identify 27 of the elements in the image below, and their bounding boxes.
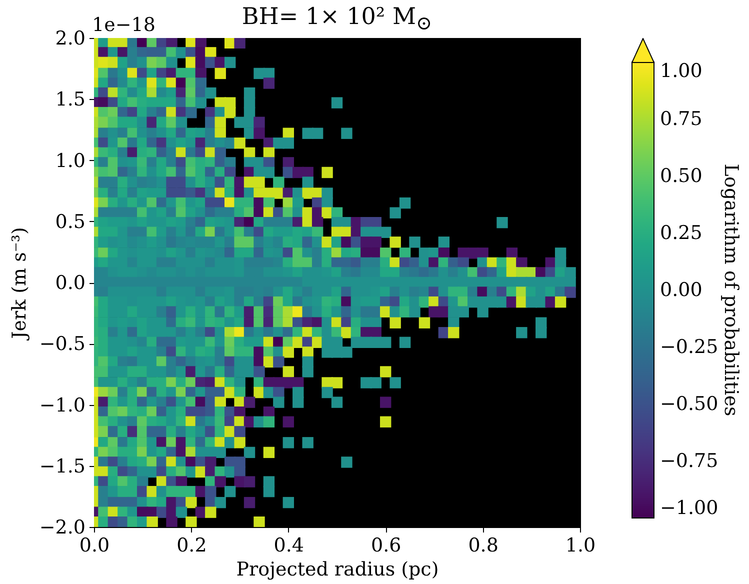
color-bar-label: 0.75 (660, 108, 702, 130)
color-bar-label: −1.00 (660, 497, 718, 519)
y-tick-label: −1.0 (39, 394, 86, 416)
color-bar-title: Logarithm of probabilities (720, 164, 742, 416)
x-tick-label: 0.6 (370, 534, 402, 556)
y-axis-title: Jerk (m s⁻³) (8, 227, 30, 341)
color-bar-label: 0.25 (660, 222, 702, 244)
color-bar-label: −0.75 (660, 450, 718, 472)
color-bar-label: 0.00 (660, 279, 702, 301)
y-tick-label: 0.5 (55, 210, 86, 233)
y-tick-label: 1.0 (55, 150, 86, 172)
color-bar-label: −0.25 (660, 336, 718, 358)
y-tick-label: 1.5 (55, 88, 86, 111)
chart-title: BH= 1× 10² M$_{⊙}$ (242, 4, 432, 35)
x-tick-label: 0.2 (176, 534, 207, 556)
color-bar-label: 1.00 (660, 60, 702, 82)
x-tick-label: 0.8 (468, 534, 498, 556)
x-axis-title: Projected radius (pc) (236, 558, 439, 580)
x-tick-label: 1.0 (565, 534, 596, 556)
y-tick-label: −0.5 (39, 333, 86, 356)
color-bar-label: −0.50 (660, 393, 718, 415)
y-tick-label: 2.0 (55, 28, 86, 50)
color-bar-label: 0.50 (660, 165, 702, 187)
x-tick-label: 0.4 (274, 534, 304, 556)
text: 1e−18 (92, 14, 156, 36)
y-tick-label: 0.0 (55, 272, 86, 294)
y-tick-label: −1.5 (39, 455, 86, 478)
